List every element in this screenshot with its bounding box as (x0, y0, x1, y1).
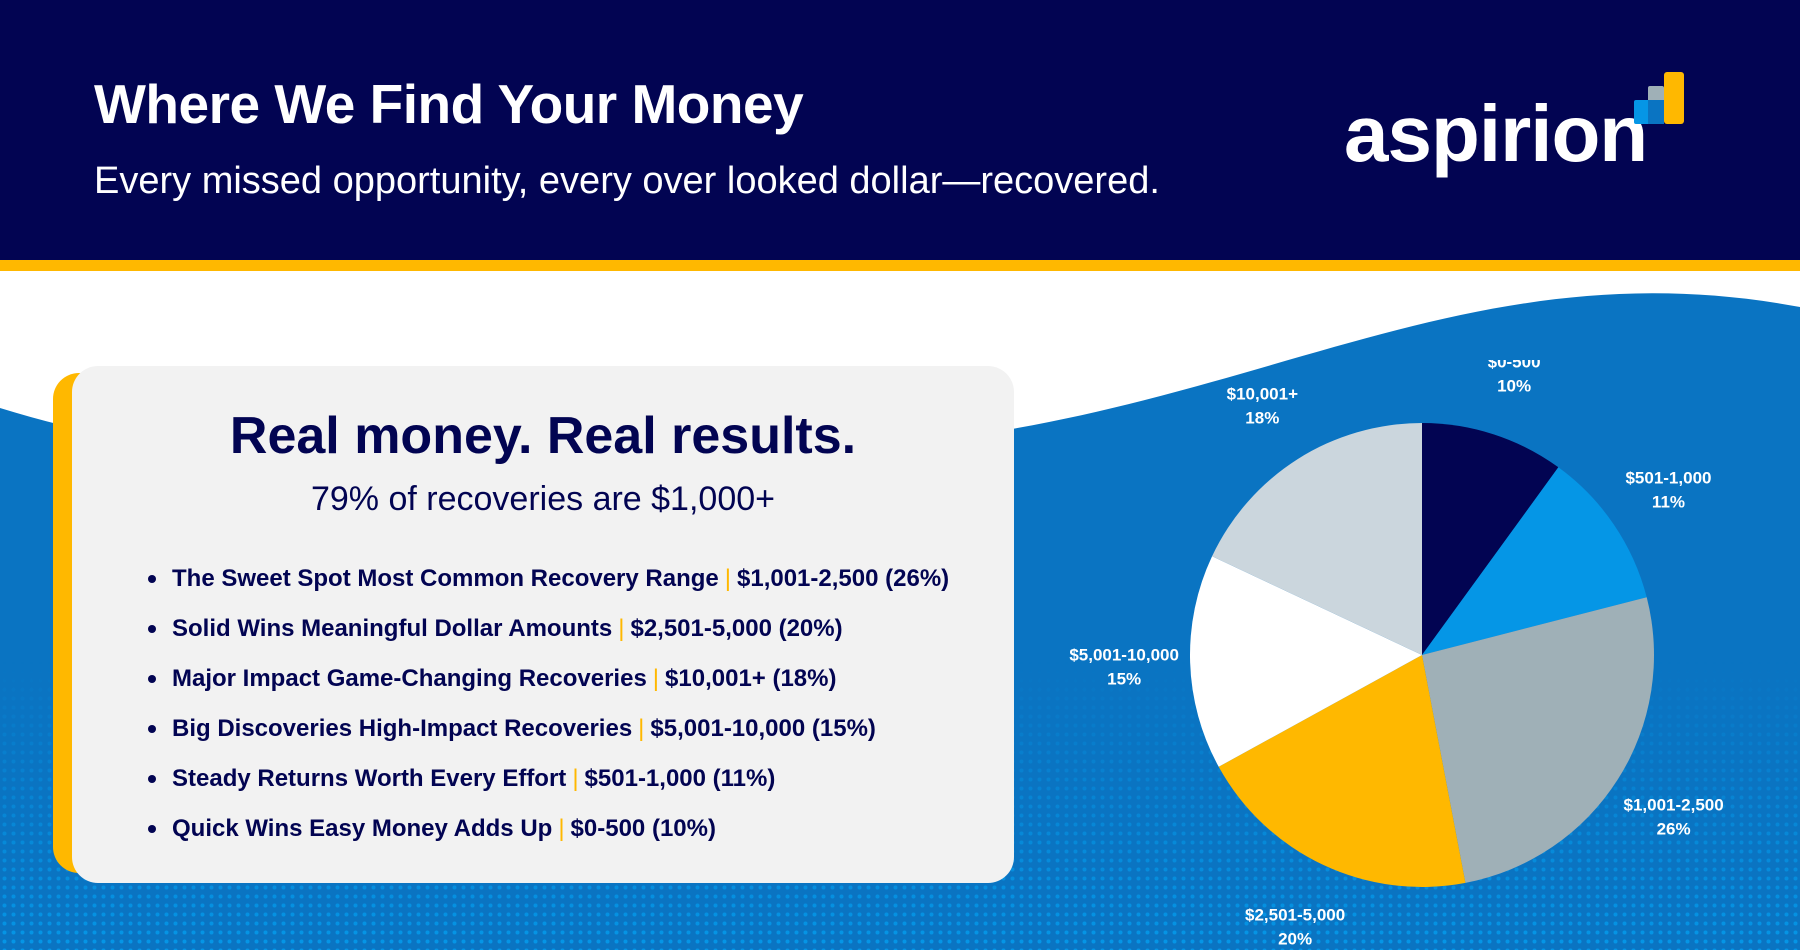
bullet-text: Major Impact Game-Changing Recoveries (172, 665, 647, 692)
list-item: The Sweet Spot Most Common Recovery Rang… (148, 554, 949, 604)
bullet-dot-icon (148, 825, 156, 833)
slice-percent-label: 15% (1107, 669, 1141, 688)
list-item: Big Discoveries High-Impact Recoveries | $… (148, 704, 949, 754)
bullet-value: $5,001-10,000 (15%) (650, 715, 876, 742)
slice-label: $2,501-5,000 (1245, 906, 1345, 925)
pie-slice-2-501-5-000 (1218, 655, 1466, 887)
pie-slice-10-001 (1212, 423, 1422, 655)
list-item: Solid Wins Meaningful Dollar Amounts | $2,… (148, 604, 949, 654)
results-card: Real money. Real results. 79% of recover… (72, 366, 1014, 883)
separator: | (558, 815, 565, 842)
page-subtitle: Every missed opportunity, every over loo… (94, 160, 1160, 202)
bullet-text: Solid Wins Meaningful Dollar Amounts (172, 615, 613, 642)
slice-percent-label: 20% (1278, 930, 1312, 949)
slice-percent-label: 11% (1652, 492, 1685, 511)
logo-wordmark: aspirion (1344, 89, 1648, 178)
list-item: Major Impact Game-Changing Recoveries | $1… (148, 654, 949, 704)
bullet-dot-icon (148, 725, 156, 733)
bullet-text: The Sweet Spot Most Common Recovery Rang… (172, 565, 719, 592)
list-item: Steady Returns Worth Every Effort | $501-1… (148, 754, 949, 804)
separator: | (618, 615, 625, 642)
bullet-dot-icon (148, 625, 156, 633)
bullet-text: Steady Returns Worth Every Effort (172, 765, 567, 792)
pie-slice-5-001-10-000 (1190, 556, 1422, 767)
pie-slice-1-001-2-500 (1422, 597, 1654, 883)
bullet-value: $501-1,000 (11%) (584, 765, 776, 792)
slice-label: $501-1,000 (1625, 468, 1711, 487)
bullet-dot-icon (148, 775, 156, 783)
bar-chart-logo-icon (1634, 72, 1684, 124)
pie-slice-0-500 (1422, 423, 1559, 655)
bullet-text: Big Discoveries High-Impact Recoveries (172, 715, 633, 742)
header-banner: Where We Find Your Money Every missed op… (0, 0, 1800, 260)
aspirion-logo: aspirion (1344, 68, 1694, 188)
pie-slice-501-1-000 (1422, 467, 1647, 655)
card-heading: Real money. Real results. (229, 407, 857, 465)
separator: | (572, 765, 579, 792)
list-item: Quick Wins Easy Money Adds Up | $0-500 (10… (148, 804, 949, 854)
slice-percent-label: 10% (1497, 377, 1531, 396)
bullet-dot-icon (148, 575, 156, 583)
slice-label: $10,001+ (1227, 384, 1298, 403)
page-title: Where We Find Your Money (94, 73, 804, 135)
slice-percent-label: 26% (1657, 820, 1691, 839)
separator: | (638, 715, 645, 742)
recovery-range-list: The Sweet Spot Most Common Recovery Rang… (148, 554, 949, 854)
header-gold-stripe (0, 260, 1800, 271)
slice-label: $5,001-10,000 (1069, 645, 1179, 664)
slice-label: $0-500 (1488, 360, 1541, 372)
bullet-value: $1,001-2,500 (26%) (737, 565, 950, 592)
slice-percent-label: 18% (1245, 408, 1279, 427)
slice-label: $1,001-2,500 (1624, 796, 1724, 815)
bullet-dot-icon (148, 675, 156, 683)
bullet-value: $0-500 (10%) (570, 815, 716, 842)
separator: | (652, 665, 660, 692)
card-subheading: 79% of recoveries are $1,000+ (310, 480, 775, 518)
recovery-pie-chart: $0-500 10% $501-1,000 11% $1,001-2,500 26% $2,… (1069, 360, 1724, 949)
bullet-value: $10,001+ (18%) (665, 665, 837, 692)
bullet-text: Quick Wins Easy Money Adds Up (172, 815, 553, 842)
bullet-value: $2,501-5,000 (20%) (630, 615, 843, 642)
separator: | (724, 565, 731, 592)
